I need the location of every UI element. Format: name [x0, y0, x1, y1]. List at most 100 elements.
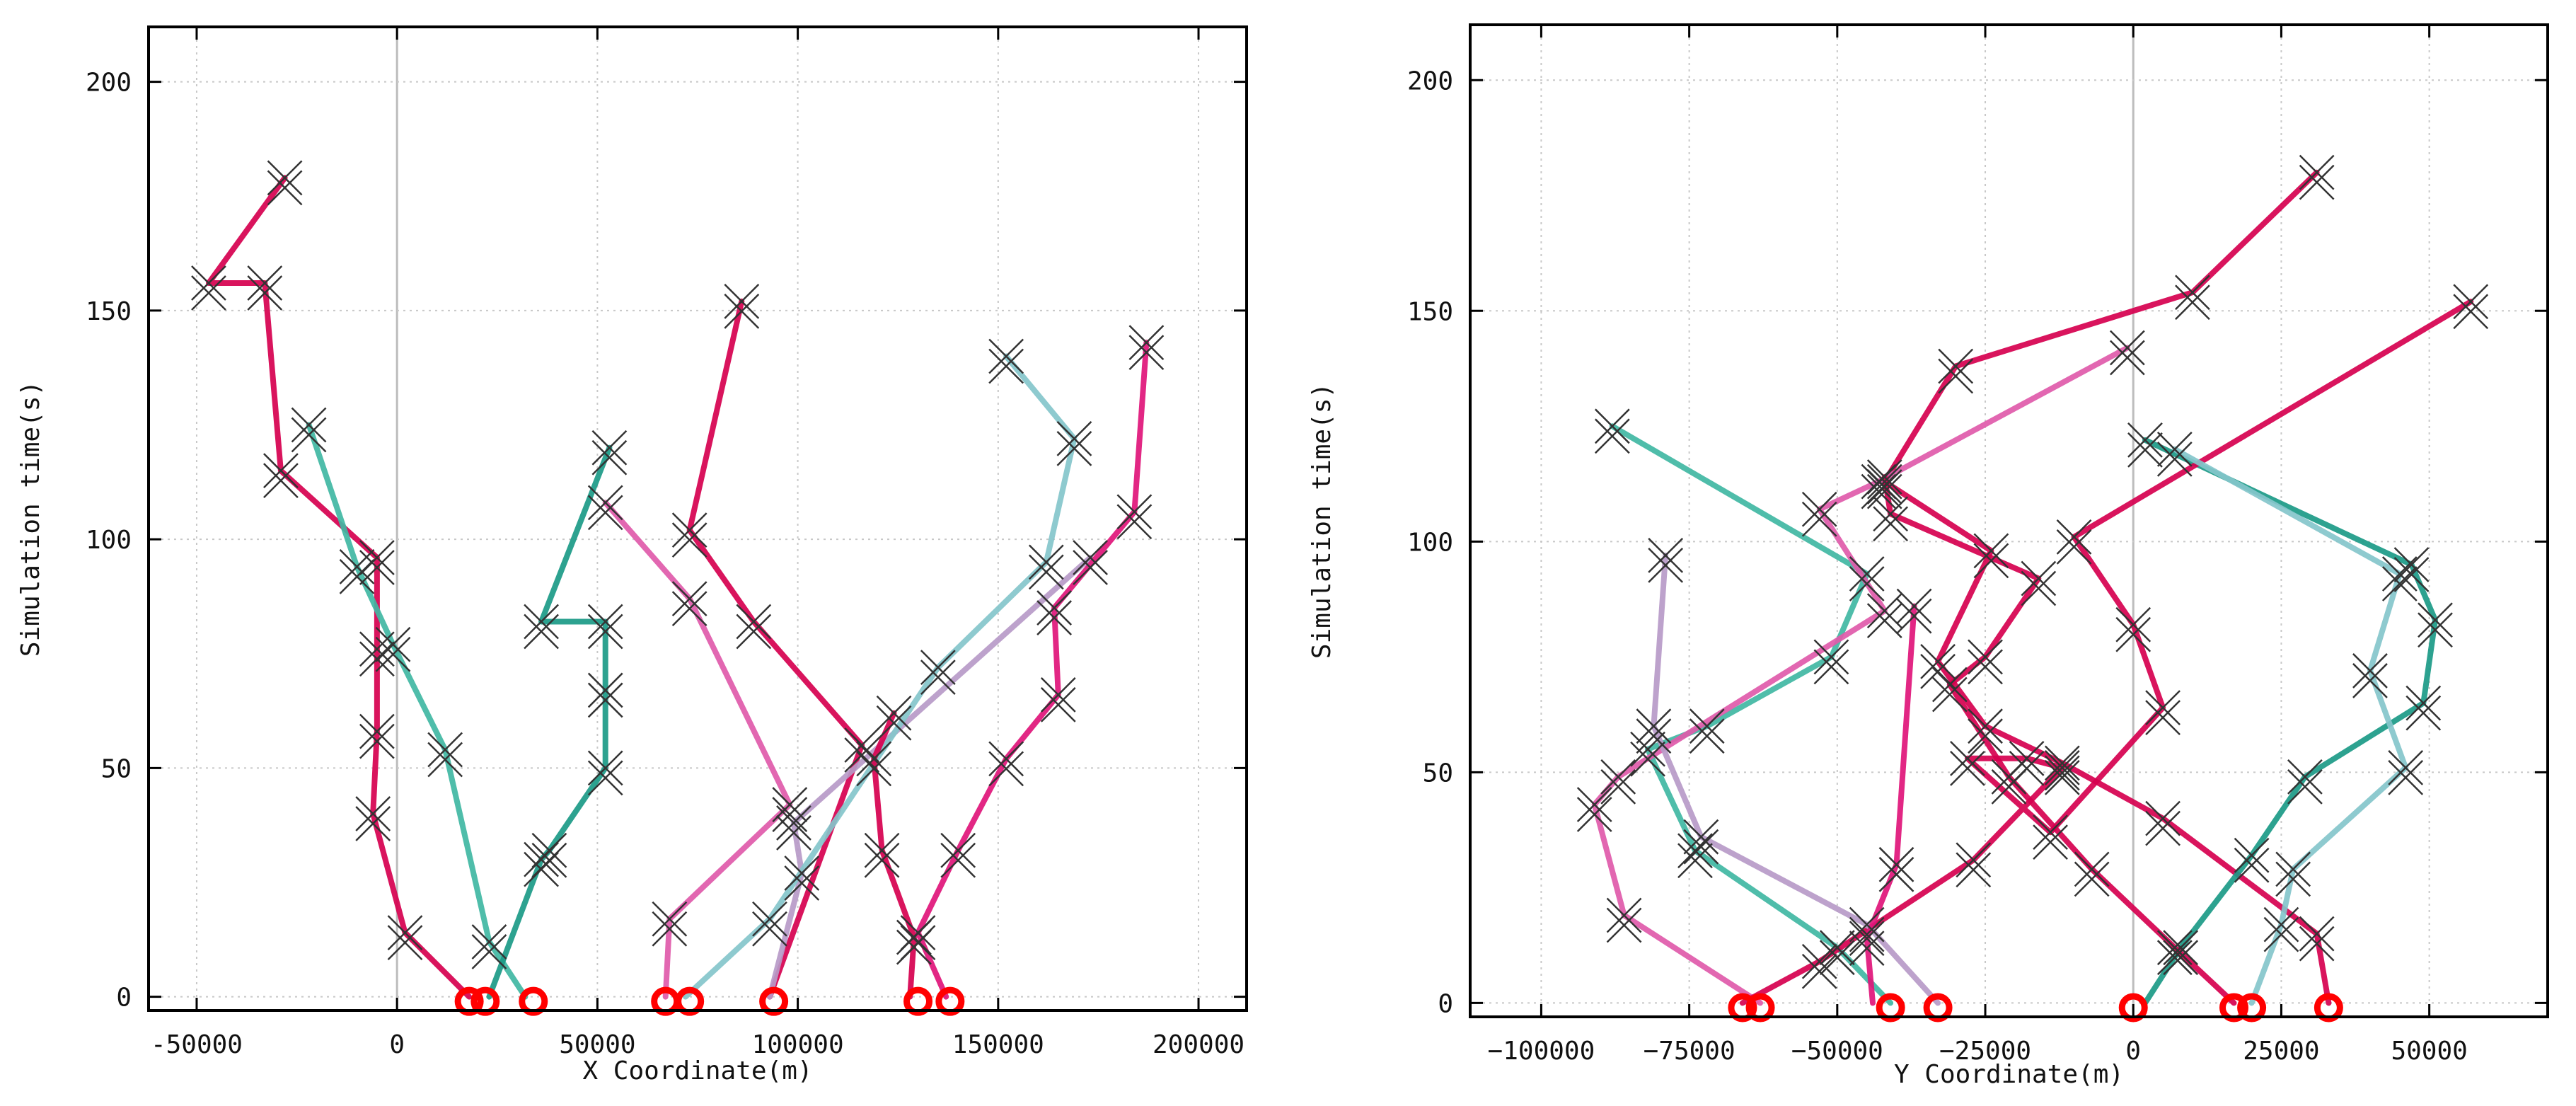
- cross-marker: [1028, 544, 1064, 580]
- cross-marker: [1689, 708, 1725, 744]
- cross-marker: [1931, 676, 1968, 713]
- cross-marker: [940, 832, 976, 868]
- cross-marker: [2405, 695, 2442, 731]
- cross-marker: [671, 591, 707, 627]
- cross-marker: [1801, 943, 1837, 979]
- cross-marker: [988, 751, 1024, 787]
- x-tick-label: 100000: [752, 1030, 844, 1059]
- cross-marker: [2299, 916, 2335, 952]
- y-tick-label: 50: [1423, 759, 1453, 788]
- cross-marker: [2109, 330, 2145, 366]
- cross-marker: [291, 417, 327, 453]
- cross-marker: [1683, 819, 1719, 855]
- cross-marker: [724, 284, 760, 319]
- start-point-marker: [1876, 993, 1905, 1023]
- cross-marker: [2044, 755, 2080, 791]
- cross-marker: [2021, 560, 2057, 597]
- cross-marker: [359, 641, 395, 677]
- cross-marker: [2418, 612, 2453, 648]
- x-tick-label: −50000: [1791, 1037, 1883, 1066]
- cross-marker: [1866, 473, 1902, 509]
- cross-marker: [1973, 543, 2009, 579]
- cross-marker: [1973, 533, 2009, 569]
- cross-marker: [1873, 506, 1909, 542]
- start-point-marker: [675, 986, 705, 1016]
- cross-marker: [752, 901, 787, 937]
- cross-marker: [524, 614, 559, 650]
- y-tick-label: 100: [1407, 528, 1453, 557]
- cross-marker: [587, 760, 623, 796]
- cross-marker: [1677, 843, 1713, 879]
- cross-marker: [1036, 590, 1073, 626]
- cross-marker: [856, 751, 892, 787]
- y-tick-label: 50: [101, 754, 132, 783]
- start-point-marker: [454, 986, 484, 1016]
- x-tick-label: 50000: [559, 1030, 635, 1059]
- cross-marker: [2388, 759, 2424, 795]
- cross-marker: [2393, 557, 2430, 592]
- cross-marker: [2287, 759, 2323, 795]
- cross-marker: [784, 865, 820, 901]
- cross-marker: [587, 750, 623, 786]
- x-tick-label: −75000: [1644, 1037, 1735, 1066]
- cross-marker: [359, 723, 395, 759]
- cross-marker: [1594, 408, 1630, 444]
- cross-marker: [2234, 837, 2270, 873]
- cross-marker: [1991, 759, 2027, 795]
- start-point-marker: [1728, 993, 1757, 1023]
- cross-marker: [864, 842, 900, 878]
- cross-marker: [355, 796, 391, 831]
- cross-marker: [1594, 418, 1630, 454]
- cross-marker: [1630, 741, 1665, 777]
- cross-marker: [375, 626, 411, 662]
- cross-marker: [191, 275, 226, 311]
- cross-marker: [671, 512, 707, 548]
- cross-marker: [524, 604, 559, 640]
- cross-marker: [2056, 519, 2092, 555]
- cross-marker: [1849, 921, 1885, 957]
- cross-marker: [1636, 718, 1672, 754]
- cross-marker: [531, 832, 567, 868]
- cross-marker: [1968, 708, 2003, 744]
- start-point-marker: [2219, 993, 2248, 1023]
- cross-marker: [267, 160, 303, 196]
- cross-marker: [2145, 700, 2181, 735]
- cross-marker: [1116, 504, 1153, 540]
- cross-marker: [471, 934, 507, 969]
- cross-marker: [900, 925, 936, 960]
- cross-marker: [2074, 861, 2110, 897]
- cross-marker: [471, 924, 507, 960]
- cross-marker: [776, 815, 812, 851]
- start-point-marker: [1923, 993, 1953, 1023]
- series-line-4: [1591, 345, 2130, 1006]
- cross-marker: [1801, 953, 1837, 989]
- cross-marker: [1956, 852, 1992, 888]
- cross-marker: [2299, 154, 2335, 190]
- cross-marker: [988, 348, 1024, 384]
- cross-marker: [2145, 690, 2181, 725]
- cross-marker: [724, 294, 760, 329]
- cross-marker: [2156, 442, 2193, 477]
- cross-marker: [1866, 603, 1902, 639]
- cross-marker: [2115, 606, 2152, 643]
- cross-marker: [1956, 842, 1992, 878]
- cross-marker: [1873, 496, 1909, 532]
- y-coordinate-chart: −100000 −75000 −50000 −25000 0 25000 50000 0 50 1…: [1307, 23, 2549, 1089]
- x-tick-label: 0: [389, 1030, 405, 1059]
- cross-marker: [1689, 718, 1725, 754]
- cross-marker: [2381, 566, 2418, 601]
- cross-marker: [988, 338, 1024, 374]
- cross-marker: [1128, 335, 1165, 370]
- cross-marker: [652, 901, 688, 937]
- cross-marker: [1801, 501, 1837, 537]
- cross-marker: [2175, 284, 2210, 321]
- y-tick-label: 200: [1407, 67, 1453, 96]
- cross-marker: [387, 915, 423, 950]
- cross-marker: [1861, 473, 1897, 509]
- cross-marker: [784, 856, 820, 891]
- cross-marker: [2393, 547, 2430, 582]
- cross-marker: [1606, 897, 1642, 933]
- cross-marker: [2044, 745, 2080, 781]
- cross-marker: [2163, 930, 2199, 966]
